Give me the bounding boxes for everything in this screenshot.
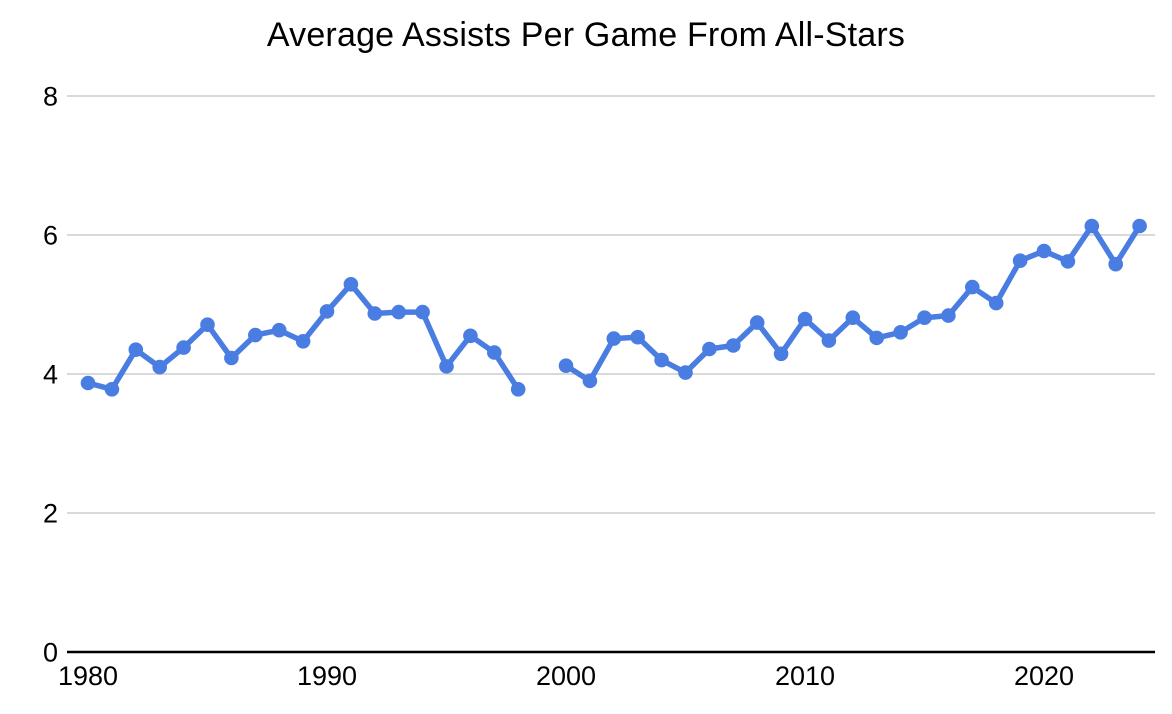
data-point: [104, 382, 120, 397]
data-point: [654, 352, 669, 368]
data-point: [487, 345, 502, 360]
data-point: [845, 310, 861, 326]
data-point: [726, 338, 741, 353]
data-point: [176, 340, 191, 355]
x-axis-tick-label: 2020: [1014, 661, 1074, 691]
data-point: [702, 341, 717, 357]
data-point: [295, 334, 311, 349]
data-point: [391, 304, 407, 320]
data-point: [319, 304, 335, 319]
data-point: [773, 346, 789, 362]
data-point: [343, 277, 359, 292]
data-point: [224, 350, 239, 366]
data-point: [510, 382, 526, 397]
x-axis-tick-label: 2000: [536, 661, 596, 691]
data-point: [1012, 253, 1028, 268]
y-axis-tick-label: 2: [43, 499, 58, 529]
data-point: [988, 295, 1004, 311]
data-point: [1108, 256, 1123, 272]
y-axis-tick-label: 0: [43, 638, 58, 668]
data-point: [749, 315, 765, 330]
data-point: [1084, 218, 1100, 234]
data-point: [248, 327, 263, 343]
data-point: [797, 311, 813, 327]
data-point: [128, 342, 144, 358]
data-point: [917, 310, 932, 326]
data-point: [965, 279, 980, 295]
data-point: [80, 375, 96, 391]
data-point: [1060, 254, 1076, 269]
data-point: [367, 306, 383, 321]
data-point: [941, 308, 956, 323]
data-point: [821, 333, 837, 348]
data-point: [1132, 218, 1147, 234]
x-axis-tick-label: 1980: [58, 661, 118, 691]
data-point: [678, 365, 693, 380]
x-axis-tick-label: 2010: [775, 661, 835, 691]
chart-title: Average Assists Per Game From All-Stars: [266, 16, 906, 54]
y-axis-tick-label: 4: [43, 360, 58, 390]
data-point: [1036, 243, 1052, 259]
data-point: [893, 325, 908, 340]
data-point: [200, 317, 215, 333]
data-point: [152, 359, 167, 375]
data-point: [439, 359, 454, 374]
data-line-segment: [563, 223, 1143, 384]
y-axis-tick-label: 8: [43, 82, 58, 112]
data-point: [558, 358, 574, 374]
data-point: [606, 331, 622, 346]
data-point: [271, 322, 287, 338]
data-point: [463, 328, 478, 344]
data-point: [582, 373, 598, 389]
x-axis-tick-label: 1990: [297, 661, 357, 691]
data-point: [415, 304, 430, 320]
y-axis-tick-label: 6: [43, 221, 58, 251]
data-point: [630, 329, 645, 345]
data-point: [869, 330, 884, 346]
